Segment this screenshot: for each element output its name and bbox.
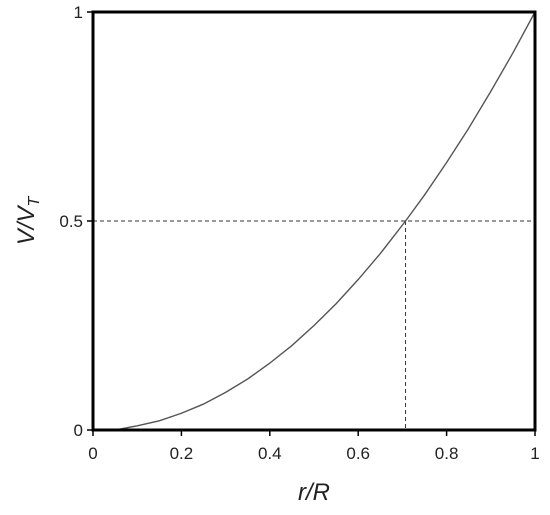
x-tick-label: 0 <box>88 444 97 463</box>
x-tick-label: 0.8 <box>435 444 459 463</box>
x-tick-label: 0.6 <box>346 444 370 463</box>
y-axis-ticks: 00.51 <box>59 3 93 440</box>
reference-lines <box>93 220 535 430</box>
y-axis-label: V/VT <box>13 196 43 246</box>
series-line-volume-ratio <box>93 11 536 431</box>
x-tick-label: 0.4 <box>258 444 282 463</box>
y-tick-label: 0 <box>74 421 83 440</box>
x-axis-label: r/R <box>298 479 330 506</box>
y-axis-label-subscript: T <box>26 196 43 207</box>
y-tick-label: 1 <box>74 3 83 22</box>
x-tick-label: 0.2 <box>170 444 194 463</box>
x-axis-ticks: 0 0.2 0.4 0.6 0.8 1 <box>88 430 540 463</box>
y-tick-label: 0.5 <box>59 212 83 231</box>
x-tick-label: 1 <box>530 444 539 463</box>
y-axis-label-main: V/V <box>13 205 40 246</box>
